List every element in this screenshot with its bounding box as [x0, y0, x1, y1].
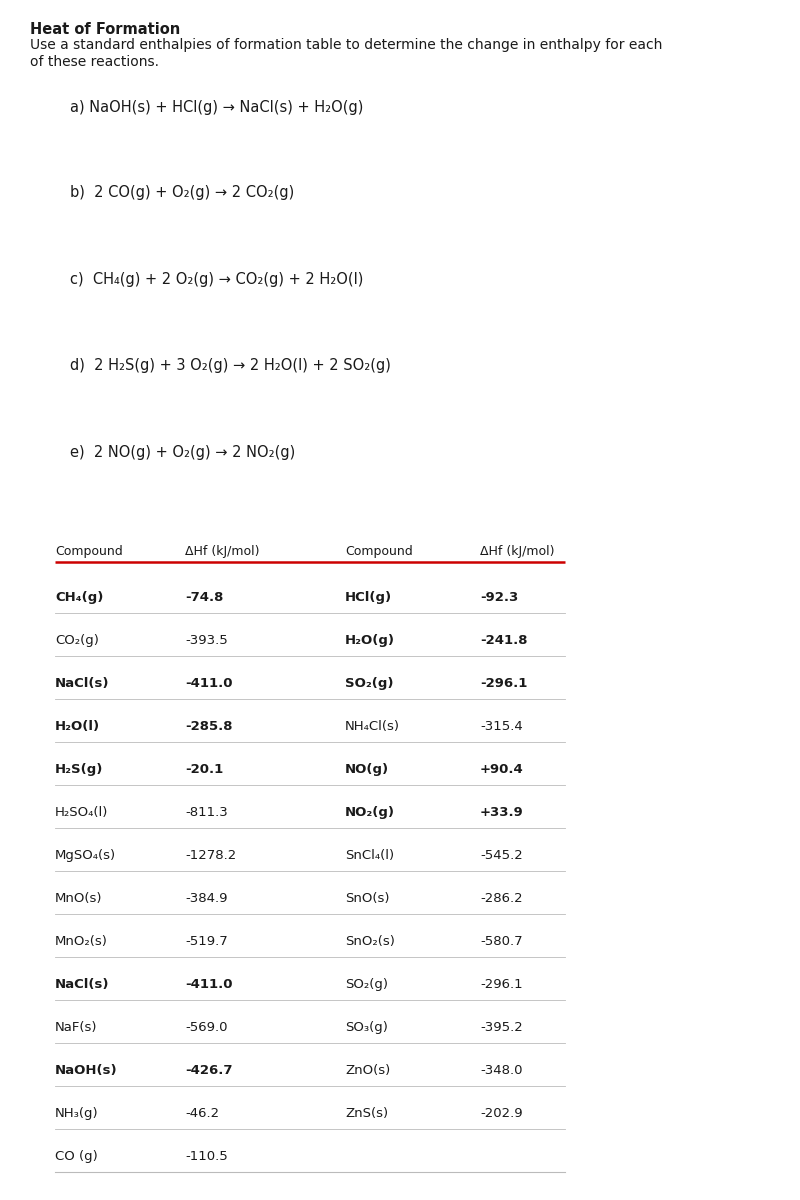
Text: ZnS(s): ZnS(s): [345, 1108, 388, 1121]
Text: SnCl₄(l): SnCl₄(l): [345, 850, 394, 863]
Text: -395.2: -395.2: [480, 1021, 522, 1034]
Text: -393.5: -393.5: [185, 635, 228, 648]
Text: Heat of Formation: Heat of Formation: [30, 22, 180, 37]
Text: Compound: Compound: [345, 545, 413, 558]
Text: a) NaOH(s) + HCl(g) → NaCl(s) + H₂O(g): a) NaOH(s) + HCl(g) → NaCl(s) + H₂O(g): [70, 100, 363, 115]
Text: Use a standard enthalpies of formation table to determine the change in enthalpy: Use a standard enthalpies of formation t…: [30, 38, 662, 52]
Text: NaCl(s): NaCl(s): [55, 978, 110, 991]
Text: -296.1: -296.1: [480, 678, 527, 690]
Text: -519.7: -519.7: [185, 936, 228, 948]
Text: ΔHf (kJ/mol): ΔHf (kJ/mol): [480, 545, 554, 558]
Text: b)  2 CO(g) + O₂(g) → 2 CO₂(g): b) 2 CO(g) + O₂(g) → 2 CO₂(g): [70, 185, 294, 200]
Text: -285.8: -285.8: [185, 720, 233, 733]
Text: c)  CH₄(g) + 2 O₂(g) → CO₂(g) + 2 H₂O(l): c) CH₄(g) + 2 O₂(g) → CO₂(g) + 2 H₂O(l): [70, 272, 363, 287]
Text: SnO₂(s): SnO₂(s): [345, 936, 395, 948]
Text: -384.9: -384.9: [185, 893, 227, 906]
Text: NO(g): NO(g): [345, 763, 389, 776]
Text: -315.4: -315.4: [480, 720, 522, 733]
Text: d)  2 H₂S(g) + 3 O₂(g) → 2 H₂O(l) + 2 SO₂(g): d) 2 H₂S(g) + 3 O₂(g) → 2 H₂O(l) + 2 SO₂…: [70, 358, 391, 373]
Text: NaOH(s): NaOH(s): [55, 1064, 118, 1078]
Text: H₂O(g): H₂O(g): [345, 635, 395, 648]
Text: MnO₂(s): MnO₂(s): [55, 936, 108, 948]
Text: e)  2 NO(g) + O₂(g) → 2 NO₂(g): e) 2 NO(g) + O₂(g) → 2 NO₂(g): [70, 445, 295, 460]
Text: NaCl(s): NaCl(s): [55, 678, 110, 690]
Text: ZnO(s): ZnO(s): [345, 1064, 390, 1078]
Text: +33.9: +33.9: [480, 806, 524, 820]
Text: -202.9: -202.9: [480, 1108, 522, 1121]
Text: H₂SO₄(l): H₂SO₄(l): [55, 806, 108, 820]
Text: -411.0: -411.0: [185, 978, 233, 991]
Text: of these reactions.: of these reactions.: [30, 55, 159, 68]
Text: Compound: Compound: [55, 545, 122, 558]
Text: NH₄Cl(s): NH₄Cl(s): [345, 720, 400, 733]
Text: -411.0: -411.0: [185, 678, 233, 690]
Text: -74.8: -74.8: [185, 592, 223, 605]
Text: -241.8: -241.8: [480, 635, 527, 648]
Text: +90.4: +90.4: [480, 763, 524, 776]
Text: -92.3: -92.3: [480, 592, 518, 605]
Text: -811.3: -811.3: [185, 806, 228, 820]
Text: -110.5: -110.5: [185, 1151, 228, 1164]
Text: HCl(g): HCl(g): [345, 592, 392, 605]
Text: NH₃(g): NH₃(g): [55, 1108, 98, 1121]
Text: H₂O(l): H₂O(l): [55, 720, 100, 733]
Text: SO₂(g): SO₂(g): [345, 678, 394, 690]
Text: CO (g): CO (g): [55, 1151, 98, 1164]
Text: H₂S(g): H₂S(g): [55, 763, 103, 776]
Text: CH₄(g): CH₄(g): [55, 592, 103, 605]
Text: -426.7: -426.7: [185, 1064, 233, 1078]
Text: ΔHf (kJ/mol): ΔHf (kJ/mol): [185, 545, 259, 558]
Text: SO₃(g): SO₃(g): [345, 1021, 388, 1034]
Text: CO₂(g): CO₂(g): [55, 635, 99, 648]
Text: SnO(s): SnO(s): [345, 893, 390, 906]
Text: MgSO₄(s): MgSO₄(s): [55, 850, 116, 863]
Text: MnO(s): MnO(s): [55, 893, 102, 906]
Text: -20.1: -20.1: [185, 763, 223, 776]
Text: -46.2: -46.2: [185, 1108, 219, 1121]
Text: -545.2: -545.2: [480, 850, 522, 863]
Text: -296.1: -296.1: [480, 978, 522, 991]
Text: -348.0: -348.0: [480, 1064, 522, 1078]
Text: NaF(s): NaF(s): [55, 1021, 98, 1034]
Text: -580.7: -580.7: [480, 936, 522, 948]
Text: -1278.2: -1278.2: [185, 850, 236, 863]
Text: -286.2: -286.2: [480, 893, 522, 906]
Text: SO₂(g): SO₂(g): [345, 978, 388, 991]
Text: -569.0: -569.0: [185, 1021, 227, 1034]
Text: NO₂(g): NO₂(g): [345, 806, 395, 820]
